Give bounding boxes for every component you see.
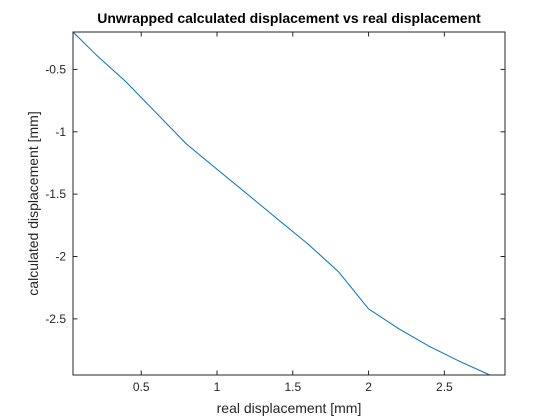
x-tick-label: 1 — [214, 380, 221, 394]
y-tick-label: -2.5 — [45, 312, 66, 326]
labels-layer: 0.5 1 1.5 2 2.5 -0.5 -1 -1.5 -2 -2.5 — [45, 62, 453, 394]
x-tick-label: 2 — [365, 380, 372, 394]
x-tick-label: 1.5 — [284, 380, 301, 394]
series-layer — [72, 31, 491, 376]
y-tick-label: -1.5 — [45, 187, 66, 201]
series-line — [72, 31, 491, 376]
y-tick-label: -2 — [55, 250, 66, 264]
x-axis-label: real displacement [mm] — [217, 400, 362, 416]
chart-title: Unwrapped calculated displacement vs rea… — [97, 10, 481, 26]
y-tick-label: -1 — [55, 125, 66, 139]
y-axis-label: calculated displacement [mm] — [25, 111, 41, 295]
plot-area — [73, 32, 505, 375]
x-tick-label: 0.5 — [133, 380, 150, 394]
ticks-layer — [73, 32, 505, 375]
plot-box — [72, 31, 506, 376]
y-tick-label: -0.5 — [45, 62, 66, 76]
x-tick-label: 2.5 — [436, 380, 453, 394]
